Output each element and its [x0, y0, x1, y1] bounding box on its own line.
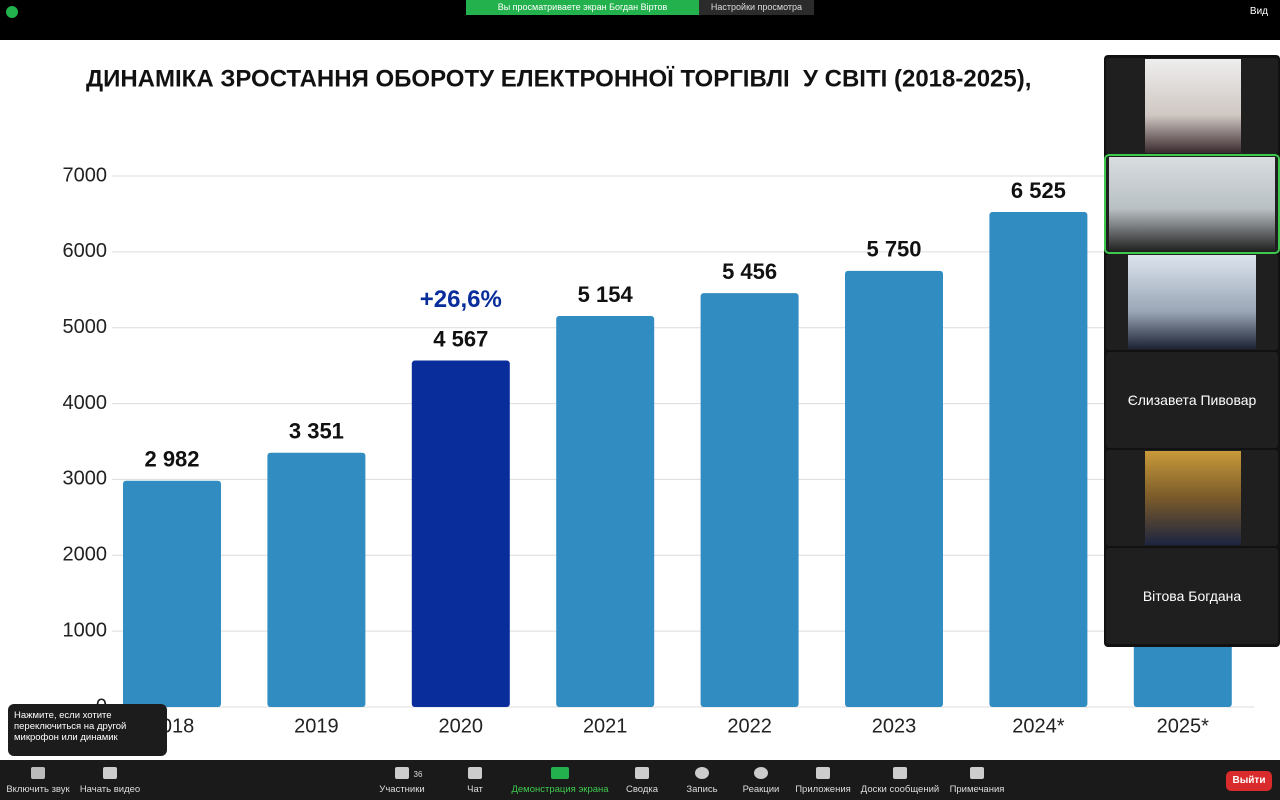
- value-label: 6 525: [1011, 178, 1066, 203]
- share-icon[interactable]: [551, 767, 569, 779]
- x-tick-label: 2025*: [1157, 715, 1209, 737]
- x-tick-label: 2020: [439, 715, 484, 737]
- video: [1109, 157, 1275, 251]
- video-tile[interactable]: [1106, 254, 1278, 350]
- annotation: +26,6%: [420, 286, 502, 313]
- video-tile-active[interactable]: [1104, 154, 1280, 254]
- participant-name: Єлизавета Пивовар: [1127, 392, 1257, 408]
- y-tick-label: 5000: [63, 316, 108, 338]
- x-tick-label: 2021: [583, 715, 628, 737]
- participants-count: 36: [413, 770, 423, 779]
- tooltip-line: переключиться на другой: [14, 721, 127, 732]
- video-icon[interactable]: [103, 767, 117, 779]
- participants-icon[interactable]: [395, 767, 409, 779]
- y-tick-label: 6000: [63, 240, 108, 262]
- bar: [267, 452, 366, 707]
- view-button[interactable]: Вид: [1249, 6, 1268, 17]
- name-tile[interactable]: Вітова Богдана: [1106, 548, 1278, 644]
- chat-button[interactable]: Чат: [467, 784, 483, 795]
- video: [1128, 255, 1256, 349]
- x-tick-label: 2019: [294, 715, 339, 737]
- toolbar: Включить звук Начать видео 36 Участники …: [0, 760, 1280, 800]
- video-button[interactable]: Начать видео: [79, 784, 141, 795]
- bar: [411, 360, 510, 707]
- mic-icon[interactable]: [31, 767, 45, 779]
- participant-name: Вітова Богдана: [1142, 588, 1242, 604]
- tooltip-line: Нажмите, если хотите: [14, 710, 112, 721]
- bar: [845, 270, 943, 707]
- y-tick-label: 1000: [63, 619, 108, 641]
- summary-button[interactable]: Сводка: [625, 784, 659, 795]
- video-tile[interactable]: [1106, 450, 1278, 546]
- bar: [700, 293, 799, 707]
- value-label: 5 750: [866, 237, 921, 262]
- y-tick-label: 7000: [63, 164, 108, 186]
- x-tick-label: 2022: [727, 715, 772, 737]
- x-tick-label: 2024*: [1012, 715, 1064, 737]
- whiteboards-button[interactable]: Доски сообщений: [860, 784, 940, 795]
- x-tick-label: 2023: [872, 715, 917, 737]
- chart-title: ДИНАМІКА ЗРОСТАННЯ ОБОРОТУ ЕЛЕКТРОННОЇ Т…: [86, 65, 1031, 92]
- share-banner: Вы просматриваете экран Богдан Віртов: [466, 0, 699, 15]
- value-label: 4 567: [433, 326, 488, 351]
- name-tile[interactable]: Єлизавета Пивовар: [1106, 352, 1278, 448]
- tooltip-line: микрофон или динамик: [14, 732, 118, 743]
- y-tick-label: 3000: [63, 468, 108, 490]
- whiteboards-icon[interactable]: [893, 767, 907, 779]
- leave-button[interactable]: Выйти: [1226, 771, 1272, 791]
- value-label: 3 351: [289, 419, 344, 444]
- participants-button[interactable]: Участники: [379, 784, 425, 795]
- summary-icon[interactable]: [635, 767, 649, 779]
- chat-icon[interactable]: [468, 767, 482, 779]
- mute-button[interactable]: Включить звук: [6, 784, 70, 795]
- notes-button[interactable]: Примечания: [949, 784, 1005, 795]
- security-icon[interactable]: [6, 6, 18, 18]
- view-settings[interactable]: Настройки просмотра: [699, 0, 814, 15]
- bar: [123, 480, 221, 707]
- y-tick-label: 2000: [63, 544, 108, 566]
- record-icon[interactable]: [695, 767, 709, 779]
- value-label: 5 456: [722, 259, 777, 284]
- apps-icon[interactable]: [816, 767, 830, 779]
- bar: [556, 316, 655, 707]
- reactions-icon[interactable]: [754, 767, 768, 779]
- apps-button[interactable]: Приложения: [795, 784, 851, 795]
- video: [1145, 451, 1241, 545]
- value-label: 2 982: [144, 447, 199, 472]
- y-tick-label: 4000: [63, 392, 108, 414]
- video: [1145, 59, 1241, 153]
- tooltip: Нажмите, если хотите переключиться на др…: [8, 704, 167, 756]
- video-tile[interactable]: [1106, 58, 1278, 154]
- bar: [989, 212, 1088, 707]
- share-button[interactable]: Демонстрация экрана: [511, 784, 609, 795]
- reactions-button[interactable]: Реакции: [742, 784, 780, 795]
- notes-icon[interactable]: [970, 767, 984, 779]
- record-button[interactable]: Запись: [686, 784, 718, 795]
- value-label: 5 154: [578, 282, 634, 307]
